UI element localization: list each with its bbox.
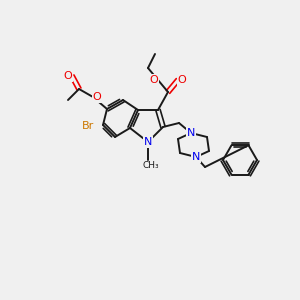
Text: CH₃: CH₃ [143,161,159,170]
Text: N: N [192,152,200,162]
Text: N: N [187,128,195,138]
Text: N: N [144,137,152,147]
Text: O: O [178,75,186,85]
Text: Br: Br [82,121,94,131]
Text: O: O [64,71,72,81]
Text: O: O [150,75,158,85]
Text: O: O [93,92,101,102]
